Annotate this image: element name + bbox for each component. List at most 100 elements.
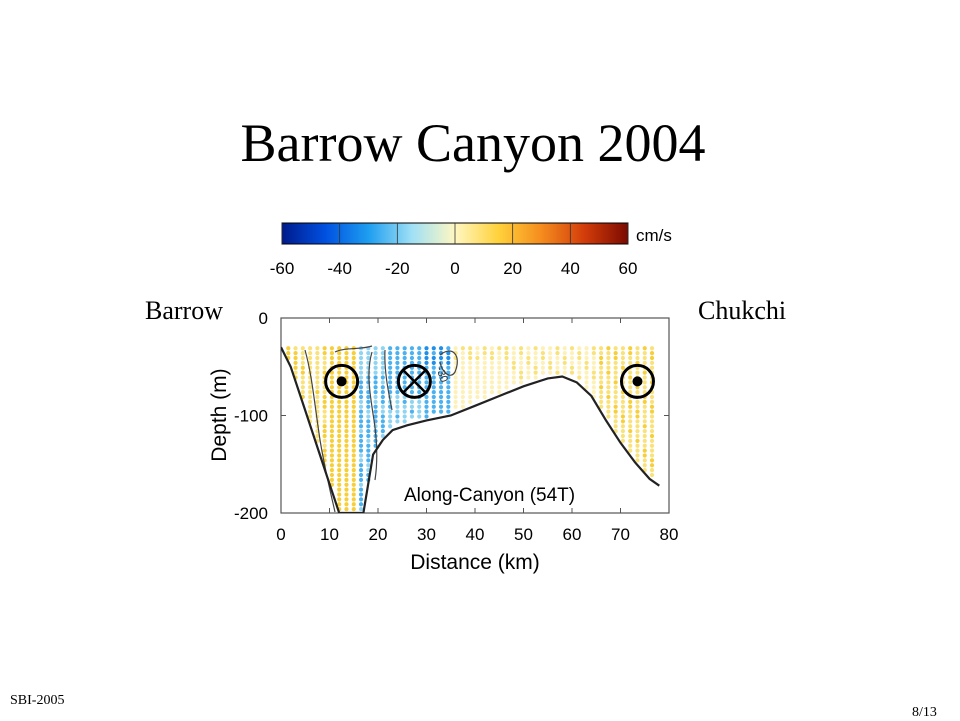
velocity-dot: [395, 351, 400, 356]
velocity-dot: [380, 394, 385, 400]
velocity-dot: [468, 399, 473, 404]
velocity-dot: [322, 414, 327, 419]
velocity-dot: [497, 380, 502, 385]
velocity-dot: [373, 414, 378, 419]
velocity-dot: [591, 360, 596, 365]
velocity-dot: [497, 355, 502, 361]
velocity-dot: [606, 409, 611, 414]
velocity-dot: [533, 360, 538, 365]
velocity-dot: [351, 468, 356, 473]
velocity-dot: [329, 463, 335, 468]
velocity-dot: [642, 375, 647, 380]
velocity-dot: [395, 355, 400, 361]
velocity-dot: [562, 346, 567, 351]
velocity-dot: [482, 360, 487, 365]
velocity-dot: [395, 414, 400, 419]
velocity-dot: [642, 433, 647, 439]
velocity-dot: [388, 346, 393, 351]
velocity-dot: [337, 409, 342, 414]
velocity-dot: [613, 370, 618, 375]
velocity-dot: [460, 365, 465, 370]
velocity-dot: [482, 380, 487, 385]
velocity-dot: [606, 385, 611, 390]
velocity-dot: [395, 399, 400, 404]
velocity-dot: [489, 360, 495, 365]
x-axis-label: Distance (km): [410, 551, 540, 574]
velocity-dot: [482, 385, 487, 390]
velocity-dot: [599, 394, 604, 400]
velocity-dot: [511, 375, 516, 380]
velocity-dot: [358, 502, 364, 507]
velocity-dot: [431, 380, 436, 385]
velocity-dot: [402, 404, 407, 409]
velocity-dot: [358, 472, 364, 478]
velocity-dot: [351, 375, 356, 380]
velocity-dot: [540, 346, 546, 351]
velocity-dot: [351, 482, 356, 487]
footer-right: 8/13: [912, 705, 937, 720]
velocity-dot: [329, 443, 335, 448]
velocity-dot: [308, 390, 313, 395]
velocity-dot: [337, 497, 342, 502]
velocity-dot: [635, 424, 640, 429]
velocity-dot: [366, 448, 371, 453]
velocity-dot: [635, 390, 640, 395]
velocity-dot: [358, 375, 364, 380]
velocity-dot: [366, 351, 371, 356]
velocity-dot: [351, 453, 356, 458]
velocity-dot: [577, 346, 582, 351]
velocity-dot: [489, 385, 495, 390]
velocity-dot: [649, 443, 655, 448]
velocity-dot: [366, 453, 371, 458]
velocity-dot: [351, 429, 356, 434]
velocity-dot: [649, 468, 655, 473]
velocity-dot: [438, 399, 444, 404]
velocity-dot: [380, 346, 385, 351]
velocity-dot: [548, 351, 553, 356]
velocity-dot: [446, 365, 451, 370]
velocity-dot: [358, 399, 364, 404]
velocity-dot: [475, 385, 480, 390]
velocity-dot: [569, 351, 575, 356]
velocity-dot: [606, 394, 611, 400]
velocity-dot: [366, 370, 371, 375]
velocity-dot: [358, 487, 364, 492]
velocity-dot: [409, 370, 415, 375]
velocity-dot: [358, 360, 364, 365]
velocity-dot: [344, 463, 349, 468]
velocity-dot: [511, 360, 516, 365]
velocity-dot: [293, 346, 298, 351]
velocity-dot: [366, 433, 371, 439]
velocity-dot: [591, 385, 596, 390]
velocity-dot: [344, 477, 349, 482]
velocity-dot: [351, 351, 356, 356]
velocity-dot: [409, 414, 415, 419]
x-tick-label: 70: [611, 525, 630, 544]
velocity-dot: [315, 404, 320, 409]
velocity-dot: [358, 448, 364, 453]
velocity-dot: [599, 360, 604, 365]
velocity-dot: [315, 346, 320, 351]
velocity-dot: [649, 458, 655, 463]
velocity-dot: [482, 365, 487, 370]
velocity-dot: [642, 380, 647, 385]
velocity-dot: [482, 390, 487, 395]
velocity-dot: [373, 399, 378, 404]
velocity-dot: [380, 370, 385, 375]
velocity-dot: [337, 438, 342, 443]
velocity-dot: [351, 448, 356, 453]
velocity-dot: [518, 355, 524, 361]
colorbar-ticks: -60 -40 -20 0 20 40 60: [270, 223, 638, 278]
velocity-dot: [358, 351, 364, 356]
velocity-dot: [540, 365, 546, 370]
velocity-dot: [649, 351, 655, 356]
colorbar-tick-label: 60: [619, 259, 638, 278]
velocity-dot: [489, 390, 495, 395]
velocity-dot: [344, 492, 349, 497]
velocity-dot: [482, 351, 487, 356]
velocity-dot: [599, 375, 604, 380]
velocity-dot: [642, 346, 647, 351]
velocity-dot: [497, 390, 502, 395]
velocity-dot: [620, 360, 626, 365]
